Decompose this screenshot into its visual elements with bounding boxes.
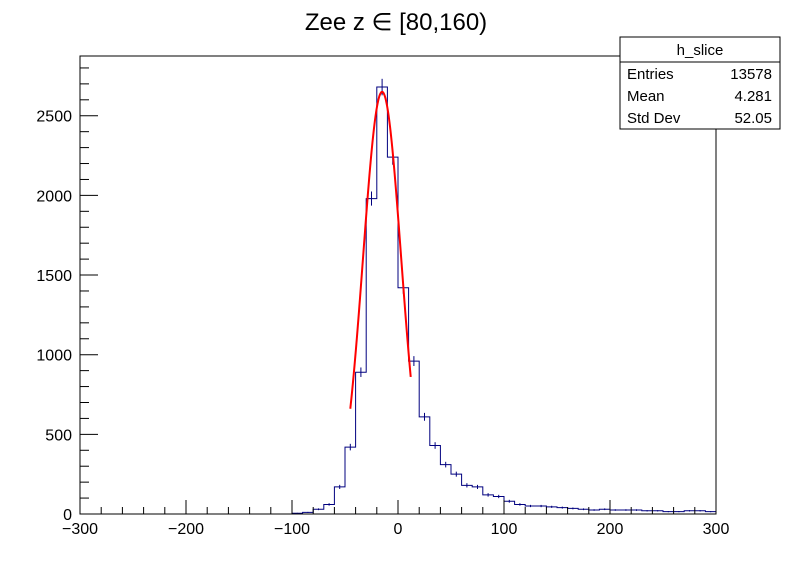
x-tick-label: −300 (62, 521, 98, 538)
stats-box-frame (619, 36, 781, 130)
x-tick-label: −100 (274, 521, 310, 538)
y-tick-label: 2500 (36, 109, 72, 126)
stats-mean-value: 4.281 (734, 88, 772, 105)
stats-mean-label: Mean (627, 88, 665, 105)
x-tick-label: −200 (168, 521, 204, 538)
stats-entries-value: 13578 (730, 66, 772, 83)
fit-curve (349, 90, 412, 409)
x-tick-label: 100 (491, 521, 518, 538)
chart-title: Zee z ∈ [80,160) (305, 9, 487, 36)
stats-stddev-value: 52.05 (734, 110, 772, 127)
fit-layer (349, 90, 412, 409)
y-tick-label: 2000 (36, 188, 72, 205)
y-tick-label: 500 (45, 427, 72, 444)
x-tick-label: 0 (394, 521, 403, 538)
x-tick-label: 300 (703, 521, 730, 538)
y-tick-label: 1500 (36, 268, 72, 285)
stats-stddev-label: Std Dev (627, 110, 681, 127)
y-tick-label: 1000 (36, 348, 72, 365)
x-tick-label: 200 (597, 521, 624, 538)
x-axis: −300 −200 −100 0 100 200 300 (62, 500, 729, 538)
y-axis: 0 500 1000 1500 2000 2500 (36, 67, 98, 524)
stats-entries-label: Entries (627, 66, 674, 83)
y-tick-label: 0 (63, 507, 72, 524)
stats-name: h_slice (677, 42, 724, 59)
stats-box: h_slice Entries 13578 Mean 4.281 Std Dev… (619, 36, 781, 130)
